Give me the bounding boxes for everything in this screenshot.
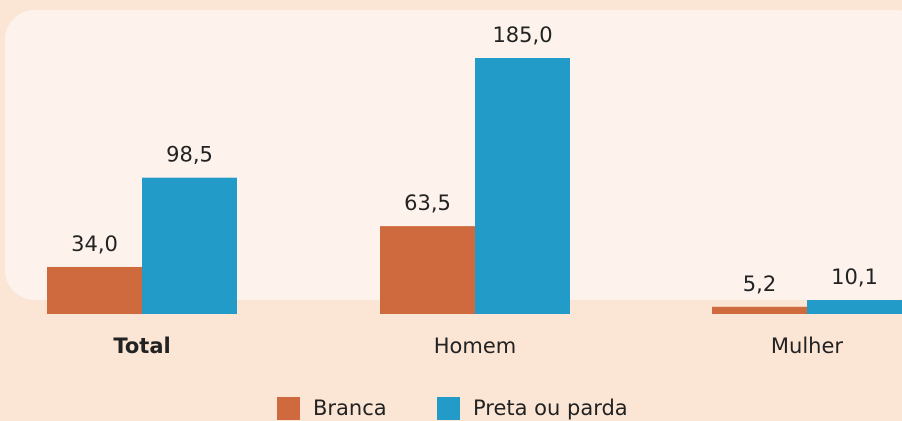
value-label: 98,5	[166, 143, 213, 167]
bar	[475, 58, 570, 314]
bar	[712, 307, 807, 314]
x-tick-label: Total	[113, 334, 170, 358]
bar	[380, 226, 475, 314]
bar	[807, 300, 902, 314]
legend-swatch	[437, 397, 460, 420]
value-label: 63,5	[404, 191, 451, 215]
legend-label: Branca	[313, 396, 387, 420]
value-label: 185,0	[492, 23, 552, 47]
value-label: 34,0	[71, 232, 118, 256]
chart: Total 34,0 98,5 Homem 63,5 185,0 Mulher 5,2 10,1…	[0, 0, 902, 421]
x-tick-label: Homem	[434, 334, 516, 358]
value-label: 10,1	[831, 265, 878, 289]
x-tick-label: Mulher	[771, 334, 843, 358]
bar	[47, 267, 142, 314]
value-label: 5,2	[743, 272, 776, 296]
page: Total 34,0 98,5 Homem 63,5 185,0 Mulher 5,2 10,1…	[0, 0, 902, 421]
legend-swatch	[277, 397, 300, 420]
legend-label: Preta ou parda	[473, 396, 628, 420]
bar	[142, 178, 237, 314]
